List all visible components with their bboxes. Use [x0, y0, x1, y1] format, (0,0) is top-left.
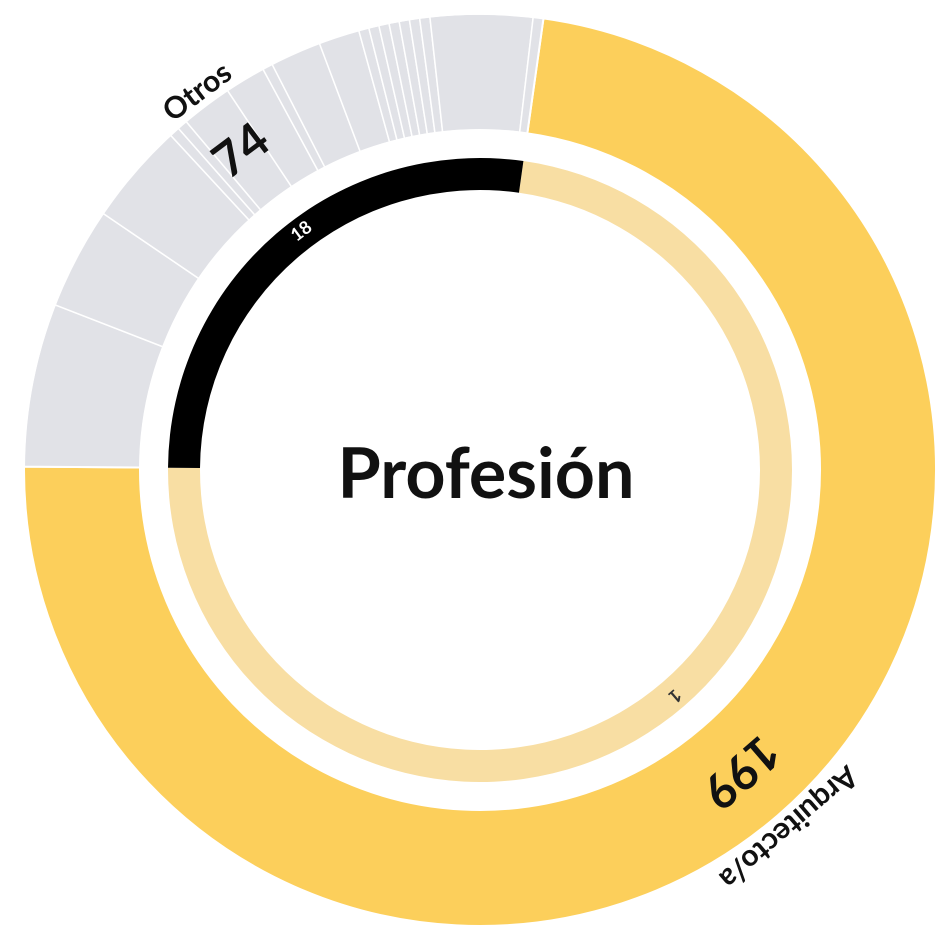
inner-segment [168, 158, 524, 468]
outer-segment [23, 13, 545, 469]
outer-segment [23, 17, 937, 926]
chart-title: Profesión [338, 429, 635, 513]
outer-sub-segment [429, 13, 535, 134]
